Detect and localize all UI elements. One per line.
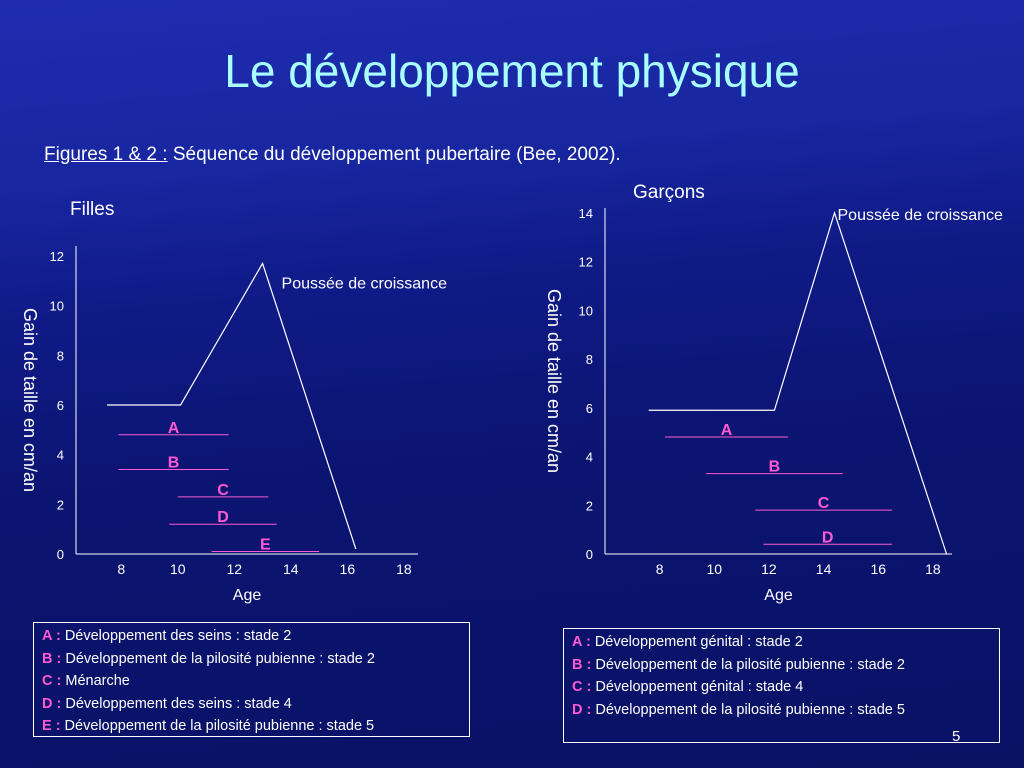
- x-axis-label: Age: [764, 587, 793, 604]
- growth-spurt-annotation: Poussée de croissance: [838, 207, 1004, 224]
- y-tick-label: 6: [57, 398, 64, 413]
- y-tick-label: 4: [586, 450, 593, 465]
- y-tick-label: 12: [579, 255, 593, 270]
- page-number: 5: [952, 728, 961, 745]
- x-tick-label: 16: [340, 561, 356, 577]
- chart-filles: 0 2 4 6 8 10 12 8 10 12 14 16 18 Age Gain de taille en…: [20, 246, 448, 604]
- legend-item: A : Développement génital : stade 2: [572, 634, 803, 650]
- legend-garcons: A : Développement génital : stade 2 B : …: [563, 628, 1000, 743]
- x-tick-label: 10: [170, 561, 186, 577]
- slide-title: Le développement physique: [224, 45, 800, 97]
- x-tick-label: 14: [283, 561, 299, 577]
- stage-label: D: [217, 509, 229, 526]
- stage-label: A: [721, 422, 733, 439]
- figure-caption-text: Séquence du développement pubertaire (Be…: [167, 144, 621, 165]
- x-tick-label: 16: [870, 561, 886, 577]
- y-axis-label: Gain de taille en cm/an: [20, 308, 40, 492]
- x-tick-label: 12: [761, 561, 777, 577]
- x-tick-label: 18: [396, 561, 412, 577]
- y-tick-label: 10: [579, 303, 593, 318]
- stage-label: E: [260, 537, 271, 554]
- y-tick-label: 2: [586, 498, 593, 513]
- x-tick-label: 8: [656, 561, 664, 577]
- legend-item: D : Développement de la pilosité pubienn…: [572, 701, 905, 718]
- y-tick-label: 10: [50, 299, 64, 314]
- x-tick-label: 14: [816, 561, 832, 577]
- figure-caption: Figures 1 & 2 : Séquence du développemen…: [44, 144, 621, 166]
- y-tick-label: 0: [586, 547, 593, 562]
- chart-title-filles: Filles: [70, 199, 115, 220]
- stage-label: B: [769, 459, 781, 476]
- stage-label: A: [168, 420, 180, 437]
- chart-garcons: 0 2 4 6 8 10 12 14 8 10 12 14 16 18 Age Gain de taille …: [544, 206, 1004, 604]
- y-tick-label: 8: [586, 352, 593, 367]
- growth-curve: [648, 210, 948, 555]
- legend-filles: A : Développement des seins : stade 2 B …: [33, 622, 470, 737]
- y-tick-label: 0: [57, 547, 64, 562]
- stage-label: C: [818, 495, 830, 512]
- stage-label: D: [822, 529, 834, 546]
- y-tick-label: 4: [57, 448, 64, 463]
- x-tick-label: 18: [925, 561, 941, 577]
- legend-item: D : Développement des seins : stade 4: [42, 695, 292, 712]
- y-tick-label: 6: [586, 401, 593, 416]
- y-tick-label: 2: [57, 497, 64, 512]
- stage-label: B: [168, 455, 180, 472]
- x-axis-label: Age: [233, 587, 262, 604]
- y-tick-label: 12: [50, 249, 64, 264]
- y-tick-label: 14: [579, 206, 593, 221]
- x-tick-label: 8: [117, 561, 125, 577]
- legend-item: B : Développement de la pilosité pubienn…: [572, 656, 905, 673]
- y-tick-label: 8: [57, 348, 64, 363]
- legend-item: C : Développement génital : stade 4: [572, 679, 804, 695]
- x-tick-label: 12: [226, 561, 242, 577]
- stage-label: C: [217, 482, 229, 499]
- growth-curve: [107, 261, 357, 550]
- legend-item: A : Développement des seins : stade 2: [42, 628, 292, 644]
- x-tick-label: 10: [707, 561, 723, 577]
- y-axis-label: Gain de taille en cm/an: [544, 289, 564, 473]
- legend-item: B : Développement de la pilosité pubienn…: [42, 650, 375, 667]
- chart-title-garcons: Garçons: [633, 182, 705, 203]
- legend-item: E : Développement de la pilosité pubienn…: [42, 718, 375, 734]
- growth-spurt-annotation: Poussée de croissance: [282, 275, 448, 292]
- figure-caption-label: Figures 1 & 2 :: [44, 144, 168, 165]
- legend-item: C : Ménarche: [42, 673, 130, 689]
